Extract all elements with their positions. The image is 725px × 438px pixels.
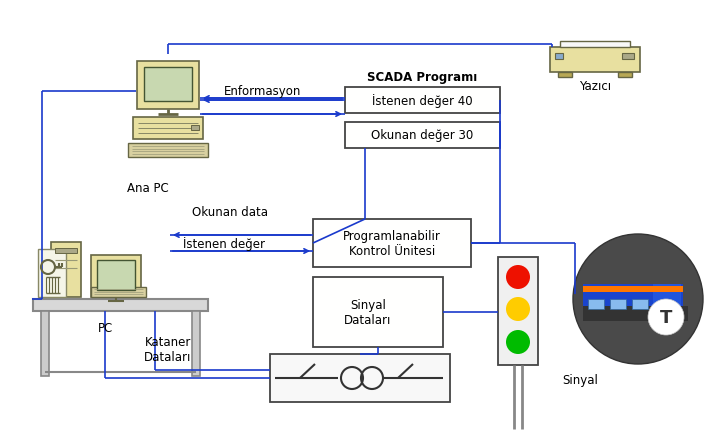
Bar — [55, 248, 77, 254]
Bar — [51, 243, 81, 297]
Bar — [610, 299, 626, 309]
Bar — [128, 144, 208, 158]
Bar — [560, 42, 630, 48]
Bar — [41, 311, 49, 376]
Bar — [97, 261, 135, 290]
Bar — [91, 255, 141, 297]
Bar — [137, 62, 199, 110]
Bar — [583, 306, 688, 321]
Bar — [618, 73, 632, 78]
Circle shape — [506, 297, 530, 321]
Bar — [144, 68, 192, 102]
Bar — [550, 48, 640, 73]
Text: Okunan data: Okunan data — [192, 205, 268, 218]
Bar — [91, 287, 146, 297]
Bar — [555, 54, 563, 60]
Bar — [498, 258, 538, 365]
Bar — [38, 249, 66, 297]
Text: T: T — [660, 308, 672, 326]
Text: Ana PC: Ana PC — [127, 181, 169, 194]
Bar — [653, 284, 681, 319]
Circle shape — [648, 299, 684, 335]
Text: İstenen değer 40: İstenen değer 40 — [372, 94, 473, 108]
Bar — [558, 73, 572, 78]
Bar — [33, 299, 208, 311]
Circle shape — [506, 330, 530, 354]
Bar — [191, 126, 199, 131]
Bar — [588, 299, 604, 309]
Text: Yazıcı: Yazıcı — [579, 79, 611, 92]
Bar — [313, 277, 443, 347]
Bar — [345, 123, 500, 148]
Text: Programlanabilir
Kontrol Ünitesi: Programlanabilir Kontrol Ünitesi — [343, 230, 441, 258]
Text: Sinyal
Dataları: Sinyal Dataları — [344, 298, 392, 326]
Text: İstenen değer: İstenen değer — [183, 237, 265, 251]
Text: Kataner
Dataları: Kataner Dataları — [144, 335, 191, 363]
Bar — [632, 299, 648, 309]
Text: Sinyal: Sinyal — [562, 374, 598, 387]
Bar — [313, 219, 471, 267]
Text: PC: PC — [97, 321, 112, 334]
Bar — [345, 88, 500, 114]
Circle shape — [506, 265, 530, 290]
Text: Enformasyon: Enformasyon — [224, 85, 302, 98]
Text: Okunan değer 30: Okunan değer 30 — [371, 129, 473, 142]
Bar — [192, 311, 200, 376]
Bar — [133, 118, 203, 140]
Circle shape — [573, 234, 703, 364]
Bar — [270, 354, 450, 402]
Bar — [622, 54, 634, 60]
Text: SCADA Programı: SCADA Programı — [368, 71, 478, 84]
Bar — [583, 284, 683, 319]
Bar — [583, 286, 683, 292]
